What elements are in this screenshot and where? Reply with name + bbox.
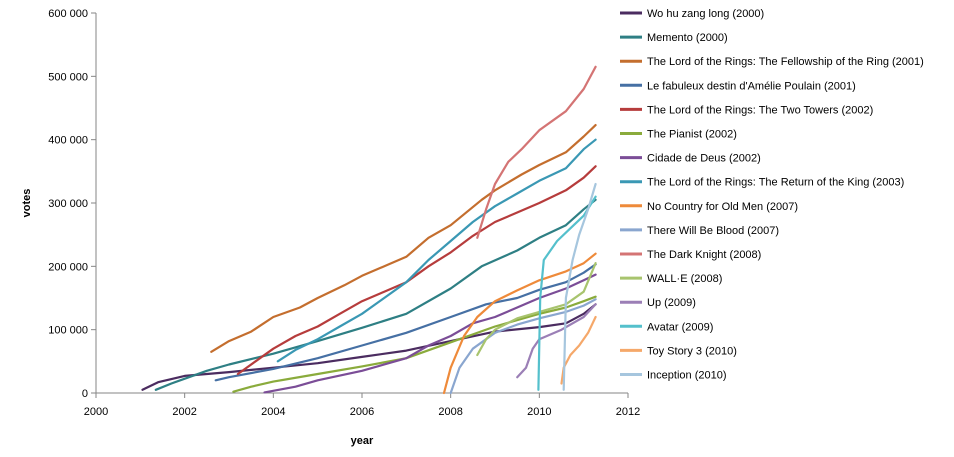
x-tick-label: 2008 [438,406,462,418]
legend-entry: The Pianist (2002) [647,129,737,141]
legend-entry: The Lord of the Rings: The Fellowship of… [647,56,924,68]
x-tick-label: 2002 [172,406,196,418]
legend-entry: The Lord of the Rings: The Return of the… [647,177,904,189]
legend-entry: The Dark Knight (2008) [647,249,761,261]
x-tick-label: 2010 [527,406,551,418]
legend-entry: Wo hu zang long (2000) [647,8,764,20]
y-tick-label: 0 [82,388,88,400]
y-ticks: 0 100 000 200 000 300 000 400 000 500 000 600 … [48,8,96,400]
x-tick-label: 2006 [350,406,374,418]
legend-entry: No Country for Old Men (2007) [647,201,798,213]
series-line-9 [442,252,597,395]
y-axis-title: votes [21,189,33,218]
series-line-6 [232,295,597,393]
y-tick-label: 500 000 [48,71,88,83]
series-line-16 [562,182,597,391]
x-tick-label: 2000 [84,406,108,418]
y-tick-label: 100 000 [48,325,88,337]
series-line-7 [263,273,597,394]
y-tick-label: 300 000 [48,198,88,210]
legend-entry: Inception (2010) [647,370,727,382]
x-axis-title: year [351,435,374,447]
legend-entry: WALL·E (2008) [647,273,722,285]
legend-entry: Le fabuleux destin d'Amélie Poulain (200… [647,80,856,92]
series-line-4 [214,263,597,382]
series-line-10 [449,298,597,395]
series-lines [141,65,597,395]
legend-entry: Avatar (2009) [647,321,713,333]
legend-entry: Toy Story 3 (2010) [647,345,737,357]
legend-entry: There Will Be Blood (2007) [647,225,779,237]
x-ticks: 2000 2002 2004 2006 2008 2010 2012 [84,393,640,418]
legend-entry: Memento (2000) [647,32,728,44]
y-tick-label: 400 000 [48,135,88,147]
y-tick-label: 200 000 [48,261,88,273]
y-tick-label: 600 000 [48,8,88,20]
legend: Wo hu zang long (2000) Memento (2000) The … [620,8,924,382]
series-line-5 [236,165,597,376]
x-tick-label: 2004 [261,406,285,418]
legend-entry: Cidade de Deus (2002) [647,153,761,165]
series-line-3 [210,123,597,353]
legend-entry: Up (2009) [647,297,696,309]
series-line-2 [154,198,597,391]
series-line-14 [537,195,597,391]
series-line-12 [476,262,597,357]
series-line-8 [276,138,597,363]
legend-entry: The Lord of the Rings: The Two Towers (2… [647,104,873,116]
x-tick-label: 2012 [616,406,640,418]
series-line-11 [476,65,597,239]
